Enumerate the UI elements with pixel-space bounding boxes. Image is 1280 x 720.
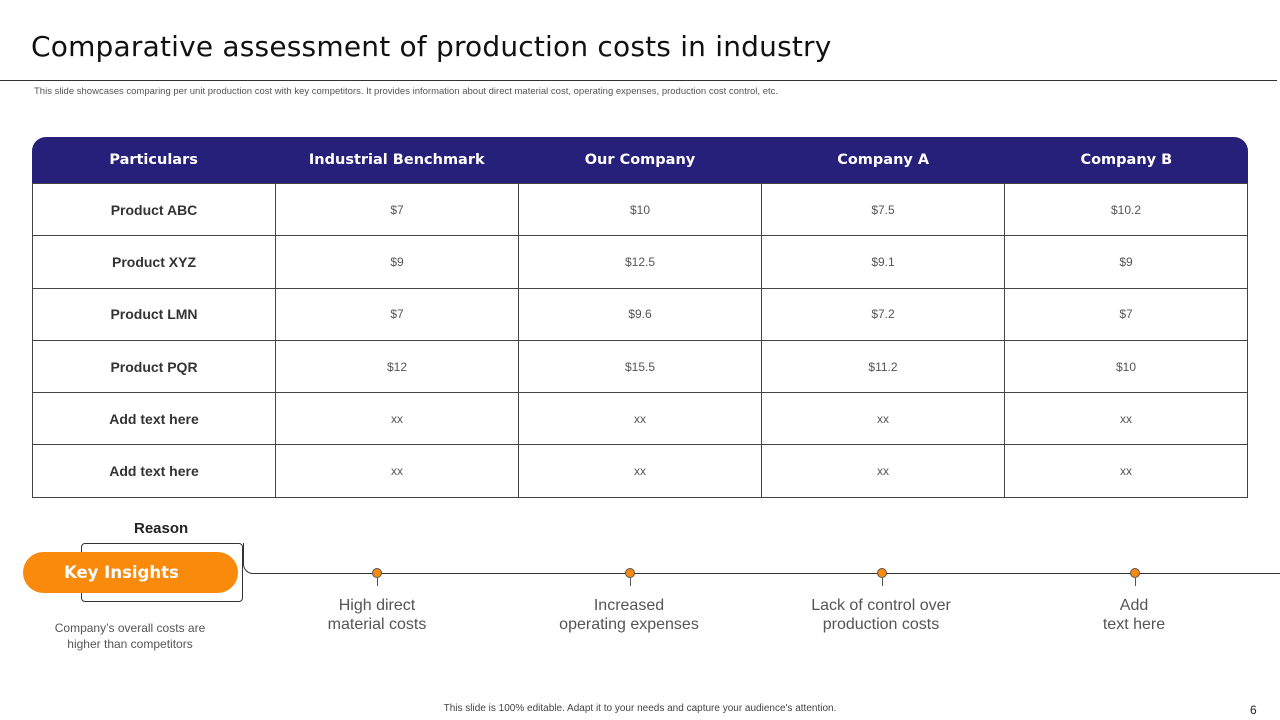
table-cell: xx [276, 445, 519, 497]
reason-item: Add text here [1034, 596, 1234, 634]
reason-line: Lack of control over [811, 597, 951, 614]
table-cell: xx [762, 393, 1005, 445]
reason-item: Increased operating expenses [529, 596, 729, 634]
table-cell: $9 [276, 236, 519, 288]
reason-item: Lack of control over production costs [781, 596, 981, 634]
table-cell: xx [1005, 393, 1248, 445]
table-cell: xx [519, 445, 762, 497]
reason-timeline [254, 573, 1280, 574]
row-label: Product ABC [33, 184, 276, 236]
table-cell: $15.5 [519, 340, 762, 393]
header-industrial-benchmark: Industrial Benchmark [308, 152, 485, 168]
row-label: Product XYZ [33, 236, 276, 288]
marker-dot-icon [372, 568, 382, 578]
row-label: Product LMN [33, 288, 276, 340]
timeline-connector [243, 543, 255, 574]
table-cell: xx [1005, 445, 1248, 497]
table-header-row: Particulars Industrial Benchmark Our Com… [32, 137, 1248, 183]
key-insights-pill: Key Insights [23, 552, 238, 593]
marker-stem [1134, 578, 1136, 586]
header-particulars: Particulars [109, 152, 198, 168]
table-cell: $7 [276, 288, 519, 340]
cost-comparison-table: Particulars Industrial Benchmark Our Com… [32, 137, 1248, 498]
table-cell: $12.5 [519, 236, 762, 288]
footer-note: This slide is 100% editable. Adapt it to… [443, 703, 837, 714]
reason-line: production costs [822, 616, 940, 633]
page-number: 6 [1250, 703, 1257, 717]
reason-line: High direct [338, 597, 416, 614]
table-cell: xx [519, 393, 762, 445]
marker-stem [881, 578, 883, 586]
table-cell: $9 [1005, 236, 1248, 288]
table-row: Product LMN $7 $9.6 $7.2 $7 [33, 287, 1248, 340]
reason-item: High direct material costs [277, 596, 477, 634]
row-label: Product PQR [33, 340, 276, 393]
row-label: Add text here [33, 393, 276, 445]
table-cell: $12 [276, 340, 519, 393]
table-cell: $9.1 [762, 236, 1005, 288]
table-cell: $7.5 [762, 184, 1005, 236]
table-cell: $10.2 [1005, 184, 1248, 236]
reason-line: Add [1119, 597, 1149, 614]
reason-line: material costs [327, 616, 427, 633]
reason-line: operating expenses [559, 616, 699, 633]
marker-stem [376, 578, 378, 586]
header-company-a: Company A [837, 152, 930, 168]
marker-dot-icon [1130, 568, 1140, 578]
marker-dot-icon [625, 568, 635, 578]
page-title: Comparative assessment of production cos… [31, 30, 832, 63]
marker-stem [629, 578, 631, 586]
table-cell: $11.2 [762, 340, 1005, 393]
table-cell: $9.6 [519, 288, 762, 340]
subtitle: This slide showcases comparing per unit … [34, 86, 779, 97]
header-company-b: Company B [1080, 152, 1173, 168]
table-cell: $7 [1005, 288, 1248, 340]
table-cell: xx [762, 445, 1005, 497]
table-cell: $10 [1005, 340, 1248, 393]
table-body: Product ABC $7 $10 $7.5 $10.2 Product XY… [32, 183, 1248, 498]
table-cell: $10 [519, 184, 762, 236]
table-row: Product XYZ $9 $12.5 $9.1 $9 [33, 235, 1248, 288]
table-cell: $7.2 [762, 288, 1005, 340]
table-cell: $7 [276, 184, 519, 236]
reason-line: text here [1102, 616, 1166, 633]
reason-line: Increased [593, 597, 665, 614]
row-label: Add text here [33, 445, 276, 497]
table-cell: xx [276, 393, 519, 445]
title-divider [0, 80, 1277, 81]
table-row: Add text here xx xx xx xx [33, 444, 1248, 497]
insight-description: Company’s overall costs are higher than … [54, 621, 206, 651]
reason-label: Reason [134, 520, 189, 537]
table-row: Product ABC $7 $10 $7.5 $10.2 [33, 183, 1248, 236]
table-row: Add text here xx xx xx xx [33, 392, 1248, 445]
table-row: Product PQR $12 $15.5 $11.2 $10 [33, 339, 1248, 393]
marker-dot-icon [877, 568, 887, 578]
header-our-company: Our Company [584, 152, 696, 168]
